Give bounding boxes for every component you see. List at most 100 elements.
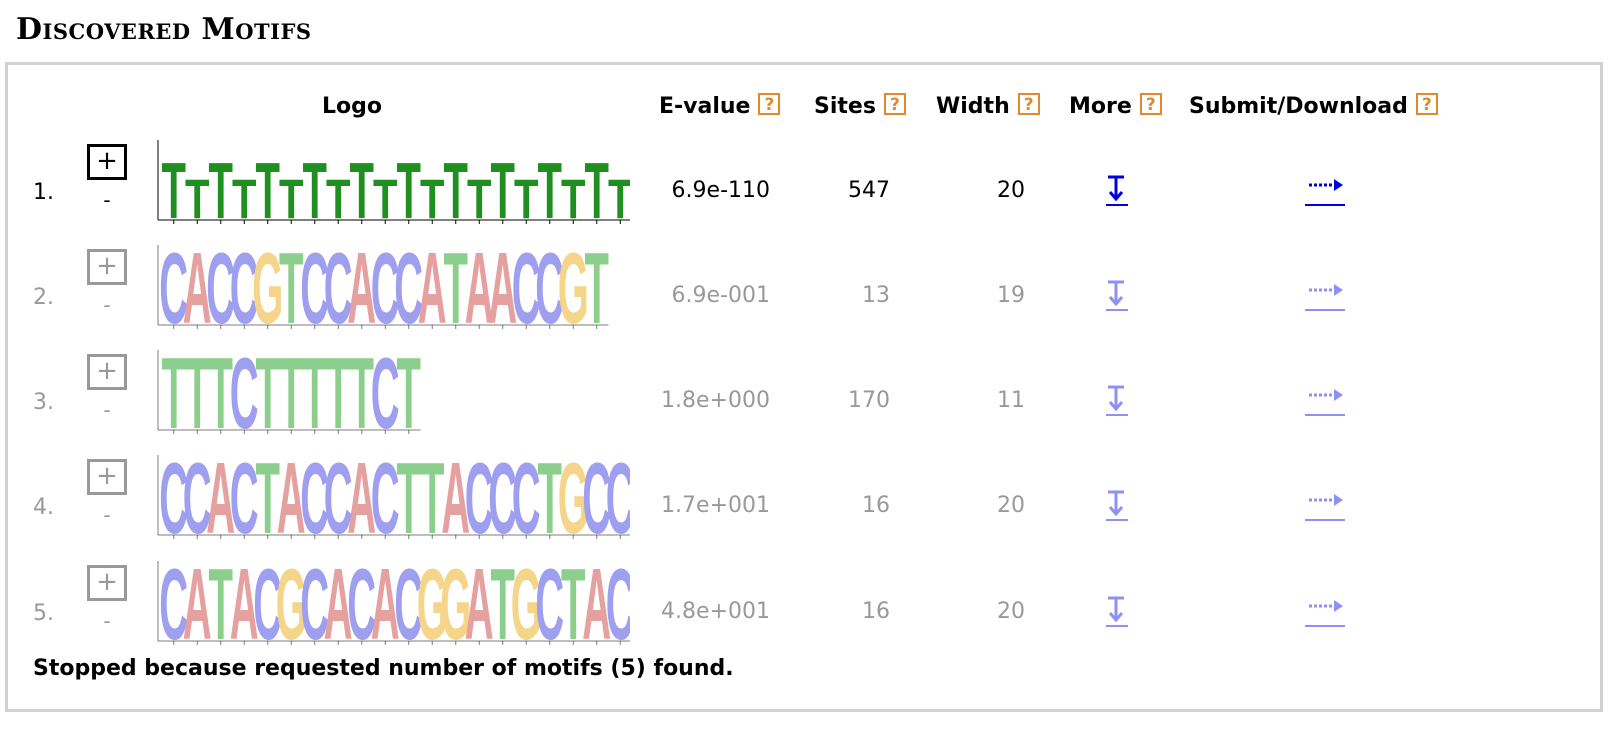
motif-evalue: 6.9e-110: [671, 178, 770, 203]
svg-text:A: A: [418, 237, 447, 337]
help-icon[interactable]: ?: [1139, 93, 1162, 115]
svg-text:C: C: [606, 447, 630, 547]
motif-sites: 13: [862, 283, 890, 308]
header-submit: Submit/Download?: [1189, 92, 1438, 122]
svg-text:T: T: [303, 342, 327, 442]
motif-row: 4. + - CCACTACCACTTACCCTGCC 1.7e+001 16 …: [0, 442, 1608, 572]
svg-text:T: T: [608, 169, 630, 231]
collapse-button[interactable]: -: [103, 293, 111, 317]
header-logo: Logo: [322, 94, 382, 119]
svg-text:T: T: [279, 342, 303, 442]
svg-text:T: T: [303, 147, 327, 232]
expand-button[interactable]: +: [87, 249, 127, 285]
motif-width: 20: [997, 599, 1025, 624]
svg-text:T: T: [397, 147, 421, 232]
svg-text:C: C: [512, 447, 541, 547]
collapse-button[interactable]: -: [103, 398, 111, 422]
svg-text:T: T: [585, 237, 609, 337]
svg-text:T: T: [256, 342, 280, 442]
svg-text:C: C: [230, 342, 259, 442]
motif-index: 5.: [33, 601, 54, 626]
svg-text:A: A: [183, 553, 212, 653]
stop-reason: Stopped because requested number of moti…: [33, 656, 734, 681]
motif-logo[interactable]: CCACTACCACTTACCCTGCC: [140, 442, 635, 555]
header-width: Width?: [936, 92, 1040, 122]
motif-width: 19: [997, 283, 1025, 308]
sequence-logo: T T TCT T T T TCT: [157, 337, 421, 450]
motif-sites: 16: [862, 493, 890, 518]
sequence-logo: TTTTTTTTTTTTTTTTTTTT: [157, 140, 633, 236]
svg-text:T: T: [585, 147, 609, 232]
svg-text:T: T: [444, 147, 468, 232]
help-icon[interactable]: ?: [1017, 93, 1040, 115]
expand-button[interactable]: +: [87, 459, 127, 495]
motifs-panel: [5, 62, 1603, 712]
dotted-arrow-right-icon[interactable]: [1305, 279, 1345, 313]
expand-button[interactable]: +: [87, 144, 127, 180]
header-evalue: E-value?: [659, 92, 781, 122]
svg-text:T: T: [326, 342, 350, 442]
motif-index: 4.: [33, 495, 54, 520]
dotted-arrow-right-icon[interactable]: [1305, 595, 1345, 629]
motif-logo[interactable]: CATACGCACACGGATGCTAC: [140, 548, 635, 661]
header-sites: Sites?: [814, 92, 906, 122]
motif-index: 3.: [33, 390, 54, 415]
dotted-arrow-right-icon[interactable]: [1305, 174, 1345, 208]
download-arrow-icon[interactable]: [1104, 279, 1130, 313]
motif-logo[interactable]: TTTTTTTTTTTTTTTTTTTT: [140, 132, 633, 236]
motif-sites: 16: [862, 599, 890, 624]
motif-width: 20: [997, 493, 1025, 518]
help-icon[interactable]: ?: [883, 93, 906, 115]
expand-button[interactable]: +: [87, 565, 127, 601]
motif-width: 11: [997, 388, 1025, 413]
svg-text:A: A: [465, 553, 494, 653]
motif-sites: 170: [848, 388, 890, 413]
dotted-arrow-right-icon[interactable]: [1305, 489, 1345, 523]
motif-row: 1. + - TTTTTTTTTTTTTTTTTTTT 6.9e-110 547…: [0, 140, 1608, 257]
svg-text:T: T: [350, 147, 374, 232]
download-arrow-icon[interactable]: [1104, 174, 1130, 208]
motif-index: 1.: [33, 180, 54, 205]
download-arrow-icon[interactable]: [1104, 489, 1130, 523]
header-more: More?: [1069, 92, 1162, 122]
section-title: Discovered Motifs: [16, 12, 312, 47]
sequence-logo: CCACTACCACTTACCCTGCC: [157, 442, 635, 555]
svg-text:T: T: [397, 342, 421, 442]
help-icon[interactable]: ?: [758, 93, 781, 115]
svg-text:C: C: [606, 553, 630, 653]
motif-index: 2.: [33, 285, 54, 310]
svg-text:T: T: [538, 147, 562, 232]
svg-text:T: T: [256, 147, 280, 232]
svg-text:T: T: [162, 342, 186, 442]
motif-evalue: 1.7e+001: [661, 493, 770, 518]
expand-button[interactable]: +: [87, 354, 127, 390]
motif-evalue: 4.8e+001: [661, 599, 770, 624]
help-icon[interactable]: ?: [1415, 93, 1438, 115]
svg-text:T: T: [185, 342, 209, 442]
svg-text:T: T: [397, 447, 421, 547]
motif-evalue: 1.8e+000: [661, 388, 770, 413]
svg-text:T: T: [209, 147, 233, 232]
dotted-arrow-right-icon[interactable]: [1305, 384, 1345, 418]
sequence-logo: CATACGCACACGGATGCTAC: [157, 548, 635, 661]
svg-text:C: C: [535, 553, 564, 653]
motif-width: 20: [997, 178, 1025, 203]
collapse-button[interactable]: -: [103, 188, 111, 212]
motif-sites: 547: [848, 178, 890, 203]
motif-evalue: 6.9e-001: [671, 283, 770, 308]
collapse-button[interactable]: -: [103, 609, 111, 633]
svg-text:T: T: [491, 147, 515, 232]
svg-text:C: C: [371, 447, 400, 547]
motif-row: 5. + - CATACGCACACGGATGCTAC 4.8e+001 16 …: [0, 548, 1608, 678]
download-arrow-icon[interactable]: [1104, 384, 1130, 418]
svg-text:C: C: [230, 447, 259, 547]
download-arrow-icon[interactable]: [1104, 595, 1130, 629]
collapse-button[interactable]: -: [103, 503, 111, 527]
svg-text:T: T: [162, 147, 186, 232]
svg-text:C: C: [371, 342, 400, 442]
